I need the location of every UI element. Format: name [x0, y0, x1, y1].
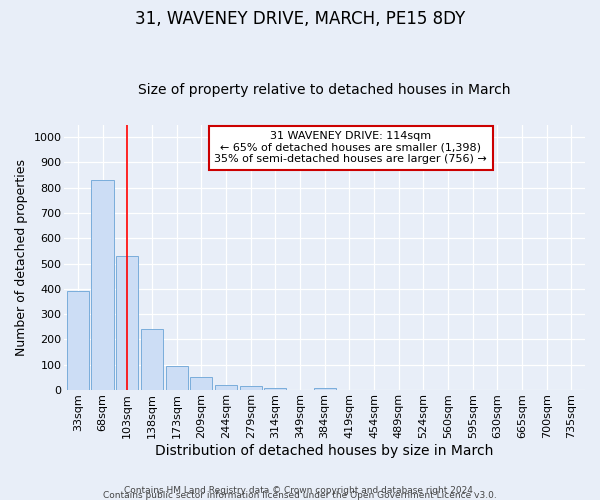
Bar — [116, 256, 139, 390]
Bar — [91, 180, 113, 390]
Bar — [67, 292, 89, 390]
Text: 31, WAVENEY DRIVE, MARCH, PE15 8DY: 31, WAVENEY DRIVE, MARCH, PE15 8DY — [135, 10, 465, 28]
Bar — [166, 366, 188, 390]
Bar — [141, 330, 163, 390]
Bar — [239, 386, 262, 390]
Text: Contains HM Land Registry data © Crown copyright and database right 2024.: Contains HM Land Registry data © Crown c… — [124, 486, 476, 495]
Bar — [215, 385, 237, 390]
Title: Size of property relative to detached houses in March: Size of property relative to detached ho… — [139, 83, 511, 97]
X-axis label: Distribution of detached houses by size in March: Distribution of detached houses by size … — [155, 444, 494, 458]
Bar — [264, 388, 286, 390]
Bar — [190, 378, 212, 390]
Bar — [314, 388, 336, 390]
Text: 31 WAVENEY DRIVE: 114sqm
← 65% of detached houses are smaller (1,398)
35% of sem: 31 WAVENEY DRIVE: 114sqm ← 65% of detach… — [214, 131, 487, 164]
Y-axis label: Number of detached properties: Number of detached properties — [15, 159, 28, 356]
Text: Contains public sector information licensed under the Open Government Licence v3: Contains public sector information licen… — [103, 491, 497, 500]
